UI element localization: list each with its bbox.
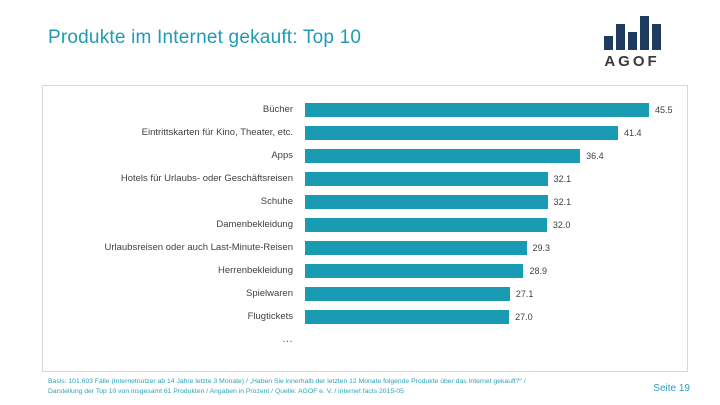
value-label: 27.1 — [515, 288, 534, 299]
agof-logo-text: AGOF — [604, 53, 660, 70]
more-items-row: … — [43, 328, 687, 350]
bar — [305, 217, 547, 232]
bar-track: 27.0 — [305, 309, 687, 324]
category-label: Flugtickets — [247, 311, 293, 322]
bar — [305, 148, 581, 163]
logo-bar — [603, 36, 613, 50]
value-label: 41.4 — [623, 127, 642, 138]
bar-track: 32.1 — [305, 171, 687, 186]
bar — [305, 286, 510, 301]
page-number: Seite 19 — [653, 383, 690, 394]
logo-bar — [615, 24, 625, 50]
bar — [305, 171, 548, 186]
bar-row: Bücher 45.5 — [43, 98, 687, 121]
bar — [305, 102, 649, 117]
category-label: Eintrittskarten für Kino, Theater, etc. — [141, 127, 293, 138]
category-label: Urlaubsreisen oder auch Last-Minute-Reis… — [104, 242, 293, 253]
bar-track: 41.4 — [305, 125, 687, 140]
more-items-label: … — [282, 333, 293, 345]
bar-track: 28.9 — [305, 263, 687, 278]
agof-logo: AGOF — [596, 14, 668, 70]
page-title: Produkte im Internet gekauft: Top 10 — [48, 27, 362, 48]
value-label: 32.1 — [553, 173, 572, 184]
value-label: 29.3 — [532, 242, 551, 253]
bar-row: Urlaubsreisen oder auch Last-Minute-Reis… — [43, 236, 687, 259]
bar-row: Eintrittskarten für Kino, Theater, etc. 4… — [43, 121, 687, 144]
logo-bar — [651, 24, 661, 50]
bar-track: 45.5 — [305, 102, 687, 117]
bar-row: Herrenbekleidung 28.9 — [43, 259, 687, 282]
bar-track: 32.0 — [305, 217, 687, 232]
bar-row: Damenbekleidung 32.0 — [43, 213, 687, 236]
value-label: 36.4 — [586, 150, 604, 161]
category-label: Bücher — [262, 104, 293, 115]
bar-track: 29.3 — [305, 240, 687, 255]
value-label: 32.1 — [553, 196, 572, 207]
value-label: 27.0 — [515, 311, 533, 322]
category-label: Hotels für Urlaubs- oder Geschäftsreisen — [120, 173, 293, 184]
category-label: Schuhe — [260, 196, 293, 207]
value-label: 28.9 — [529, 265, 547, 276]
category-label: Apps — [271, 150, 293, 161]
source-footnote: Basis: 101.603 Fälle (Internetnutzer ab … — [48, 378, 526, 396]
bar-row: Spielwaren 27.1 — [43, 282, 687, 305]
logo-bar — [627, 32, 637, 50]
bar-track: 27.1 — [305, 286, 687, 301]
bar — [305, 240, 527, 255]
bar-track: 32.1 — [305, 194, 687, 209]
logo-bar — [639, 16, 649, 50]
bar-row: Hotels für Urlaubs- oder Geschäftsreisen… — [43, 167, 687, 190]
bar-row: Flugtickets 27.0 — [43, 305, 687, 328]
bar-rows: Bücher 45.5 Eintrittskarten für Kino, Thea… — [43, 98, 687, 328]
value-label: 32.0 — [552, 219, 571, 230]
bar-chart: Bücher 45.5 Eintrittskarten für Kino, Thea… — [42, 85, 688, 372]
agof-bar-chart-icon — [596, 14, 668, 50]
category-label: Spielwaren — [246, 288, 293, 299]
value-label: 45.5 — [654, 104, 673, 115]
bar-track: 36.4 — [305, 148, 687, 163]
bar-row: Schuhe 32.1 — [43, 190, 687, 213]
bar-row: Apps 36.4 — [43, 144, 687, 167]
bar — [305, 263, 524, 278]
bar — [305, 309, 510, 324]
category-label: Damenbekleidung — [216, 219, 293, 230]
bar — [305, 125, 618, 140]
category-label: Herrenbekleidung — [218, 265, 293, 276]
bar — [305, 194, 548, 209]
